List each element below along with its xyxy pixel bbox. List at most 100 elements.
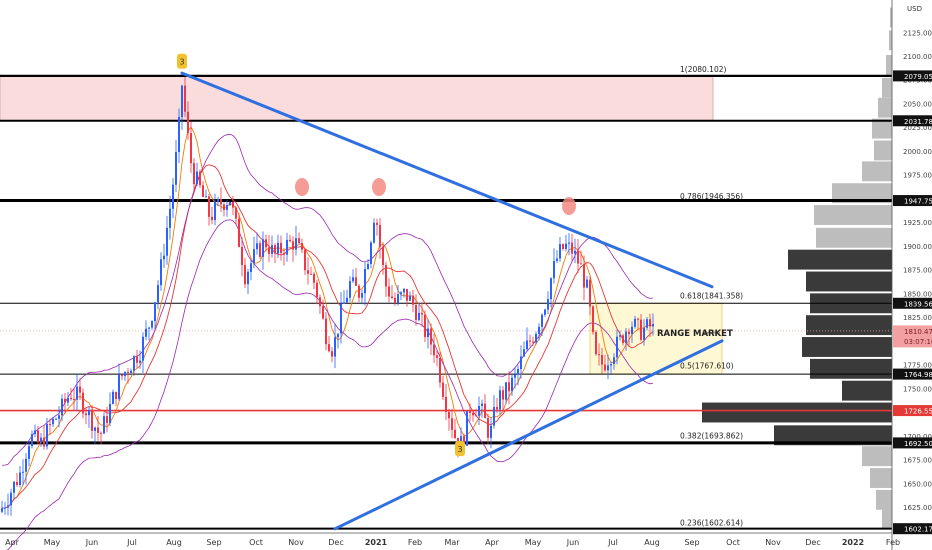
candle-body [334,337,336,357]
candle-body [259,243,261,257]
candle-body [1,508,3,512]
candle-body [274,245,276,254]
candle-body [610,364,612,366]
candle-body [295,238,297,250]
volume-profile-bar [870,468,892,488]
resistance-touch-marker [562,197,576,216]
candle-body [436,355,438,358]
candle-body [625,331,627,344]
candle-body [49,423,51,425]
candle-body [544,309,546,315]
volume-profile-bar [774,425,892,446]
candle-body [328,344,330,352]
candle-body [439,357,441,383]
candle-body [355,277,357,286]
time-tick-label: Jun [566,538,580,547]
volume-profile-bar [806,315,892,336]
candle-body [91,409,93,431]
candle-body [232,201,234,208]
fibonacci-label: 0.786(1946.356) [680,192,743,201]
candle-body [634,318,636,327]
moving-averages [1,126,654,550]
candle-body [559,244,561,259]
candle-body [28,446,30,459]
candle-body [466,411,468,446]
candle-body [310,273,312,275]
candle-body [367,263,369,269]
pattern-marker-label: 3 [179,58,184,67]
resistance-touch-marker [372,178,386,197]
price-level-label: 2079.052 [904,73,932,81]
candle-body [403,288,405,293]
time-tick-label: Oct [249,538,263,547]
candle-body [487,418,489,438]
candle-body [508,382,510,392]
time-tick-label: Nov [288,538,304,547]
volume-profile-bar [816,227,892,248]
candle-body [169,208,171,228]
candle-body [586,279,588,288]
candle-body [370,242,372,264]
candle-body [550,278,552,300]
chart-markers: 33 [177,53,576,457]
candle-body [109,403,111,424]
price-level-badge [893,325,932,348]
candle-body [247,271,249,285]
candle-body [415,304,417,321]
candle-body [652,323,654,327]
time-tick-label: Mar [444,538,460,547]
price-level-badge [893,115,932,127]
candle-body [112,391,114,404]
candle-body [445,396,447,412]
volume-profile-bar [842,380,892,401]
time-tick-label: Aug [166,538,182,547]
volume-profile-bar [788,249,892,270]
time-axis[interactable]: Apr May Jun Jul Aug Sep Oct Nov Dec 2021 Feb Mar Apr… [0,532,900,547]
annotations: RANGE MARKET [657,329,733,339]
candle-body [250,263,252,272]
candle-body [454,429,456,438]
candle-body [214,201,216,221]
candle-body [496,407,498,410]
moving-average-fast [1,126,654,509]
time-tick-label: Nov [765,538,781,547]
candle-body [106,416,108,424]
candle-body [271,245,273,254]
candle-body [127,371,129,374]
candle-body [217,199,219,202]
volume-profile-bar [814,205,892,225]
candle-body [46,423,48,447]
candle-body [361,293,363,298]
candle-body [100,432,102,434]
candle-body [382,246,384,266]
candle-body [598,354,600,356]
time-tick-label: May [525,538,542,547]
candle-body [88,409,90,416]
candle-body [241,246,243,266]
candle-body [577,250,579,264]
volume-profile-bar [802,337,892,357]
candle-body [73,399,75,401]
time-tick-label: Jul [126,538,137,547]
candle-body [595,332,597,355]
candle-body [115,391,117,399]
candle-body [547,299,549,310]
ascending-trendline[interactable] [333,339,724,531]
candle-body [256,243,258,250]
candle-body [505,382,507,400]
trend-lines[interactable] [180,71,724,531]
price-tick-label: 1775.000 [903,362,932,370]
fibonacci-label: 1(2080.102) [680,65,726,74]
candle-body [286,239,288,255]
price-axis[interactable]: USD1625.0001650.0001675.0001700.0001725.… [891,0,932,550]
candle-body [511,377,513,392]
candle-body [580,263,582,265]
candle-body [85,413,87,416]
candle-body [433,344,435,356]
candle-body [607,365,609,371]
candle-body [589,279,591,307]
candle-body [649,319,651,327]
descending-trendline[interactable] [180,71,714,289]
volume-profile-bar [882,508,892,529]
